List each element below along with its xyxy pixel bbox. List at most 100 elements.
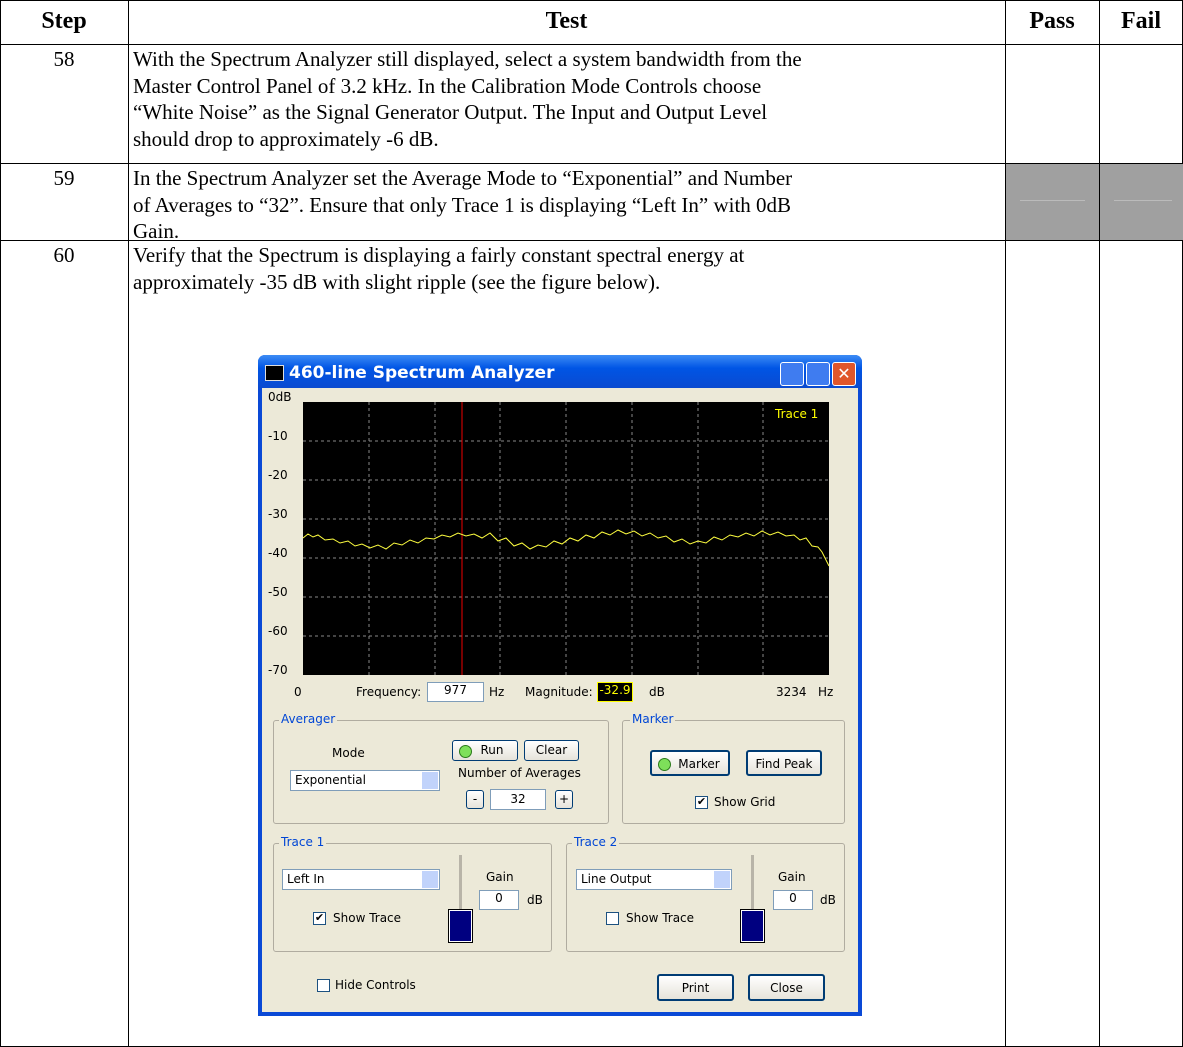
gain-field[interactable]: 0 <box>479 890 519 910</box>
button-label: Marker <box>678 757 720 771</box>
shaded-cell <box>1006 164 1099 240</box>
x-end: 3234 <box>776 685 807 699</box>
slider-track <box>459 855 462 940</box>
mode-dropdown[interactable]: Exponential <box>290 770 440 791</box>
trace2-group <box>566 843 845 952</box>
y-label: -50 <box>268 585 288 599</box>
slider-track <box>751 855 754 940</box>
window-icon <box>265 365 284 381</box>
col-rule <box>1005 0 1006 1046</box>
checkbox[interactable]: ✔ <box>695 796 708 809</box>
title-bar <box>258 355 862 388</box>
averager-group <box>273 720 609 824</box>
dropdown-arrow <box>422 772 438 789</box>
magnitude-field: -32.9 <box>597 682 633 702</box>
y-label: -70 <box>268 663 288 677</box>
checkbox-label: Show Trace <box>333 911 402 925</box>
row-rule <box>0 240 1183 241</box>
trace1-dropdown[interactable]: Left In <box>282 869 440 890</box>
checkbox-label: Hide Controls <box>335 978 416 992</box>
label: Frequency: <box>356 685 422 699</box>
unit: Hz <box>489 685 505 699</box>
maximize-button[interactable] <box>806 362 830 386</box>
unit: dB <box>527 893 543 907</box>
print-button[interactable]: Print <box>657 974 734 1001</box>
y-label: -40 <box>268 546 288 560</box>
header-cell: Step <box>41 8 87 34</box>
checkbox-label: Show Grid <box>714 795 776 809</box>
find-peak-button[interactable]: Find Peak <box>746 750 822 776</box>
led <box>459 745 472 758</box>
dropdown-arrow <box>422 871 438 888</box>
group-label: Marker <box>630 712 676 726</box>
step-number: 59 <box>53 166 75 190</box>
group-label: Averager <box>279 712 338 726</box>
minimize-button[interactable] <box>780 362 804 386</box>
test-text: Gain. <box>133 219 180 243</box>
slider-thumb[interactable] <box>740 909 765 943</box>
unit: Hz <box>818 685 834 699</box>
x-start: 0 <box>294 685 302 699</box>
label: Gain <box>486 870 514 884</box>
close-button[interactable]: Close <box>748 974 825 1001</box>
label: Number of Averages <box>458 766 581 780</box>
slider-thumb[interactable] <box>448 909 473 943</box>
trace2-dropdown[interactable]: Line Output <box>576 869 732 890</box>
y-label: -10 <box>268 429 288 443</box>
dropdown-value: Line Output <box>581 872 652 886</box>
close-x[interactable]: ✕ <box>832 362 856 386</box>
test-text: Master Control Panel of 3.2 kHz. In the … <box>133 73 762 98</box>
averages-field[interactable]: 32 <box>490 789 546 810</box>
y-label: -30 <box>268 507 288 521</box>
label: Gain <box>778 870 806 884</box>
dropdown-value: Exponential <box>295 773 366 787</box>
label: Mode <box>332 746 365 760</box>
trace-label: Trace 1 <box>775 407 819 421</box>
test-text: should drop to approximately -6 dB. <box>133 126 439 151</box>
unit: dB <box>649 685 665 699</box>
step-number: 60 <box>53 243 75 267</box>
test-text: Verify that the Spectrum is displaying a… <box>133 243 745 267</box>
grid <box>303 402 829 675</box>
trace1-group <box>273 843 552 952</box>
run-button[interactable]: Run <box>452 740 518 761</box>
col-rule <box>1099 0 1100 1046</box>
plot-area <box>303 402 829 675</box>
group-label: Trace 1 <box>279 835 327 849</box>
increment-button[interactable]: + <box>555 790 573 809</box>
dropdown-value: Left In <box>287 872 325 886</box>
header-cell: Fail <box>1121 8 1161 34</box>
test-text: approximately -35 dB with slight ripple … <box>133 269 661 294</box>
unit: dB <box>820 893 836 907</box>
group-label: Trace 2 <box>572 835 620 849</box>
y-label: -60 <box>268 624 288 638</box>
y-label: -20 <box>268 468 288 482</box>
dropdown-arrow <box>714 871 730 888</box>
y-label: 0dB <box>268 390 292 404</box>
row-rule <box>0 44 1183 45</box>
header-cell: Test <box>545 8 588 34</box>
decrement-button[interactable]: - <box>466 790 484 809</box>
frequency-field[interactable]: 977 <box>427 682 484 702</box>
checkbox[interactable] <box>317 979 330 992</box>
header-cell: Pass <box>1029 8 1075 34</box>
marker-button[interactable]: Marker <box>650 750 730 776</box>
clear-button[interactable]: Clear <box>524 740 579 761</box>
step-number: 58 <box>53 47 75 71</box>
button-label: Run <box>480 743 504 757</box>
led <box>658 758 671 771</box>
checkbox-label: Show Trace <box>626 911 695 925</box>
test-text: With the Spectrum Analyzer still display… <box>133 47 802 71</box>
checkbox[interactable] <box>606 912 619 925</box>
test-text: “White Noise” as the Signal Generator Ou… <box>133 100 768 124</box>
cell-mark <box>1020 200 1085 201</box>
test-text: In the Spectrum Analyzer set the Average… <box>133 166 793 190</box>
row-rule <box>0 163 1183 164</box>
trace-line <box>302 529 830 567</box>
test-text: of Averages to “32”. Ensure that only Tr… <box>133 192 792 217</box>
shaded-cell <box>1100 164 1183 240</box>
gain-field[interactable]: 0 <box>773 890 813 910</box>
checkbox[interactable]: ✔ <box>313 912 326 925</box>
